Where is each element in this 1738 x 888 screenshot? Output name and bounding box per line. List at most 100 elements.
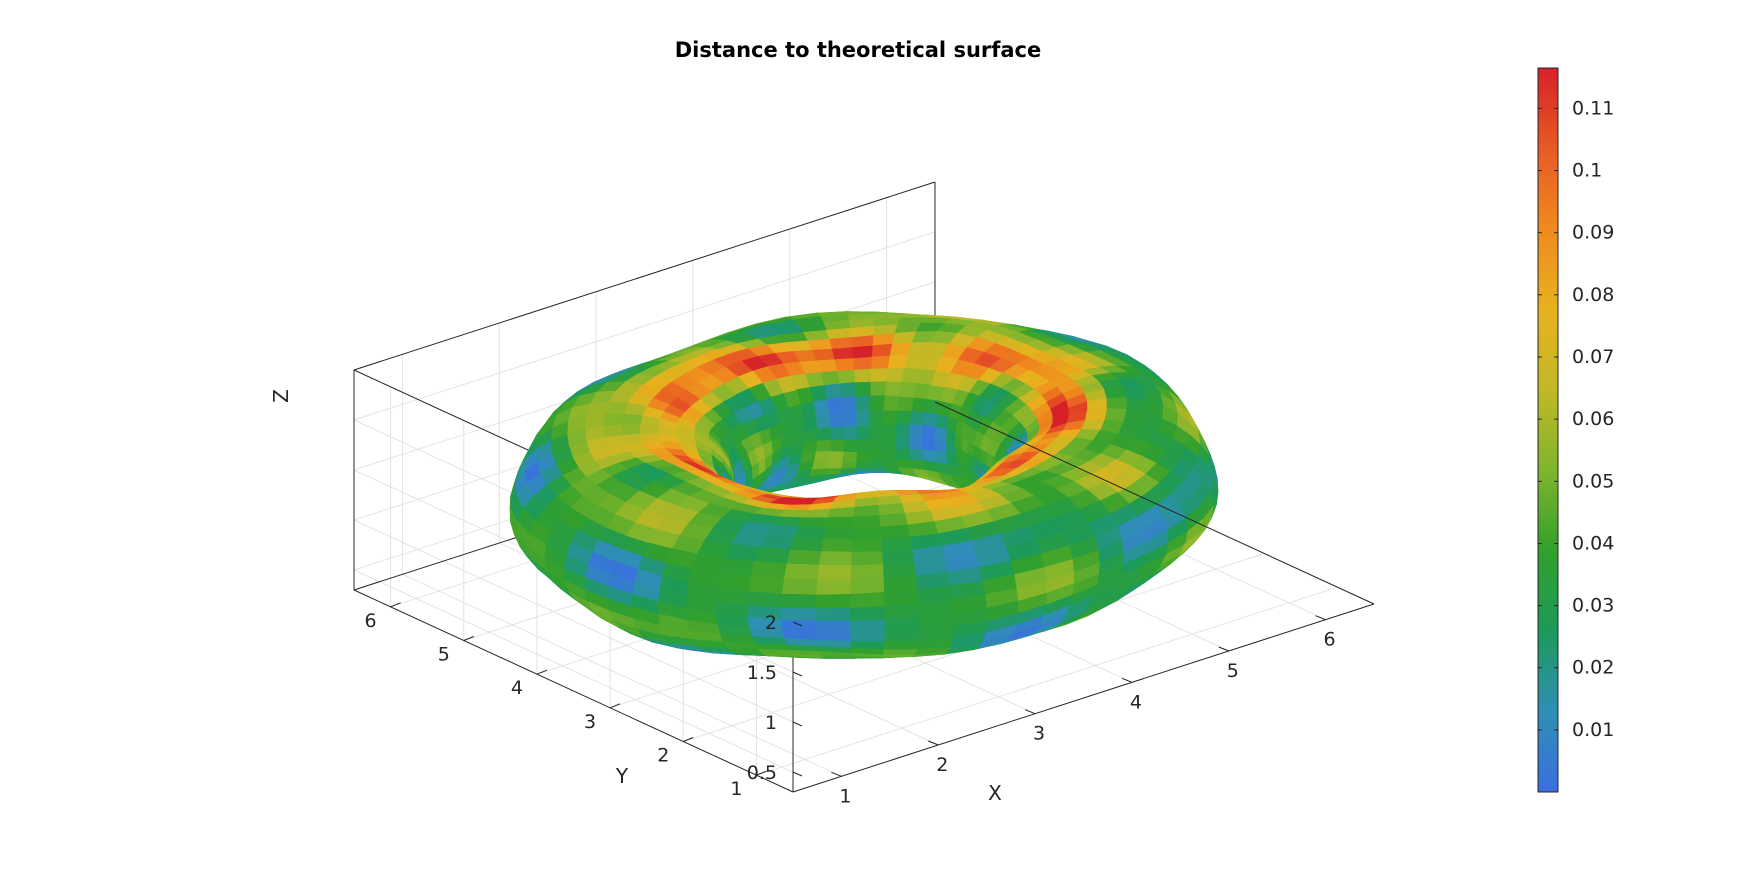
surface-patch bbox=[855, 395, 871, 412]
surface-patch bbox=[780, 607, 816, 621]
z-tick-mark bbox=[792, 771, 803, 777]
surface-patch bbox=[816, 564, 852, 581]
surface-patch bbox=[829, 425, 845, 441]
surface-patch bbox=[881, 653, 916, 658]
grid-line bbox=[402, 573, 842, 777]
y-tick-mark bbox=[609, 703, 621, 709]
surface-patch bbox=[815, 439, 831, 452]
z-tick-label: 0.5 bbox=[747, 762, 777, 784]
surface-patch bbox=[812, 398, 830, 416]
surface-patch bbox=[843, 439, 858, 453]
surface-patch bbox=[851, 538, 883, 553]
surface-patch bbox=[639, 424, 659, 435]
surface-patch bbox=[816, 426, 831, 441]
surface-patch bbox=[883, 640, 919, 650]
surface-patch bbox=[883, 575, 918, 593]
y-tick-mark bbox=[463, 636, 474, 641]
colorbar-tick-label: 0.1 bbox=[1572, 160, 1602, 182]
surface-patch bbox=[783, 563, 820, 581]
surface-patch bbox=[797, 517, 829, 528]
z-tick-label: 2 bbox=[765, 612, 777, 634]
surface-patch bbox=[849, 618, 885, 632]
surface-patch bbox=[813, 450, 831, 461]
surface-patch bbox=[639, 433, 662, 443]
surface-patch bbox=[826, 397, 843, 414]
surface-patch bbox=[849, 630, 885, 642]
surface-patch bbox=[850, 551, 884, 566]
z-tick-label: 1.5 bbox=[747, 662, 777, 684]
z-tick-mark bbox=[792, 721, 803, 727]
surface-patch bbox=[869, 381, 887, 397]
surface-patch bbox=[852, 515, 881, 529]
surface-patch bbox=[815, 413, 831, 429]
surface-patch bbox=[908, 448, 924, 461]
x-axis-ticks: 1 2 3 4 5 6 bbox=[831, 615, 1336, 807]
surface-patch bbox=[882, 459, 899, 468]
surface-patch bbox=[825, 516, 854, 529]
colorbar: 0.01 0.02 0.03 0.04 0.05 0.06 0.07 0.08 0.09 0.1 0… bbox=[1537, 67, 1614, 793]
surface-patch bbox=[815, 630, 851, 642]
surface-patch bbox=[870, 368, 889, 383]
y-axis-label: Y bbox=[615, 764, 629, 788]
surface-patch bbox=[910, 396, 928, 413]
surface-patch bbox=[884, 381, 902, 397]
grid-line bbox=[353, 519, 794, 723]
surface-patch bbox=[1105, 397, 1127, 410]
colorbar-tick-label: 0.01 bbox=[1572, 719, 1614, 741]
surface-patch bbox=[780, 593, 817, 609]
surface-patch bbox=[814, 607, 851, 621]
surface-patch bbox=[748, 575, 784, 594]
grid-line bbox=[353, 569, 794, 773]
surface-patch bbox=[828, 411, 844, 428]
surface-patch bbox=[856, 424, 870, 441]
surface-patch bbox=[856, 438, 870, 453]
colorbar-tick-label: 0.08 bbox=[1572, 284, 1614, 306]
surface-patch bbox=[836, 369, 856, 385]
surface-patch bbox=[621, 424, 641, 436]
surface-patch bbox=[895, 409, 912, 425]
colorbar-tick-label: 0.02 bbox=[1572, 657, 1614, 679]
y-tick-mark bbox=[390, 602, 401, 608]
surface-patch bbox=[786, 549, 822, 566]
chart-title: Distance to theoretical surface bbox=[675, 38, 1042, 62]
surface-patch bbox=[869, 467, 887, 472]
y-tick-mark bbox=[756, 770, 767, 776]
x-tick-label: 2 bbox=[936, 754, 948, 776]
y-axis-ticks: 1 2 3 4 5 6 bbox=[365, 602, 767, 800]
surface-patch bbox=[815, 579, 851, 595]
x-tick-label: 3 bbox=[1033, 723, 1045, 745]
x-tick-mark bbox=[1218, 646, 1229, 652]
y-tick-label: 3 bbox=[584, 711, 596, 733]
surface-patch bbox=[881, 449, 897, 461]
surface-patch bbox=[923, 411, 939, 427]
colorbar-tick-label: 0.07 bbox=[1572, 346, 1614, 368]
surface-patch bbox=[720, 557, 756, 577]
surface-patch bbox=[838, 467, 856, 474]
surface-patch bbox=[604, 401, 629, 415]
surface-patch bbox=[854, 381, 871, 397]
surface-patch bbox=[780, 619, 817, 632]
surface-patch bbox=[882, 648, 918, 655]
surface-patch bbox=[868, 424, 883, 440]
surface-patch bbox=[855, 451, 870, 462]
surface-patch bbox=[851, 526, 882, 540]
axes-edge bbox=[353, 181, 936, 371]
colorbar-tick-label: 0.06 bbox=[1572, 408, 1614, 430]
x-tick-mark bbox=[928, 740, 939, 746]
y-tick-mark bbox=[683, 737, 694, 742]
colorbar-tick-label: 0.04 bbox=[1572, 532, 1614, 554]
surface-patch bbox=[922, 424, 937, 439]
x-axis-label: X bbox=[988, 781, 1002, 805]
surface-patch bbox=[818, 551, 852, 566]
y-tick-label: 4 bbox=[511, 677, 523, 699]
surface-patch bbox=[853, 368, 872, 384]
surface-patch bbox=[828, 337, 853, 350]
grid-line bbox=[756, 586, 1338, 776]
colorbar-tick-label: 0.03 bbox=[1572, 595, 1614, 617]
surface-patch bbox=[820, 538, 853, 553]
surface-patch bbox=[870, 355, 891, 370]
colorbar-tick-label: 0.05 bbox=[1572, 470, 1614, 492]
surface-patch bbox=[855, 410, 870, 427]
surface-patch bbox=[840, 396, 857, 413]
